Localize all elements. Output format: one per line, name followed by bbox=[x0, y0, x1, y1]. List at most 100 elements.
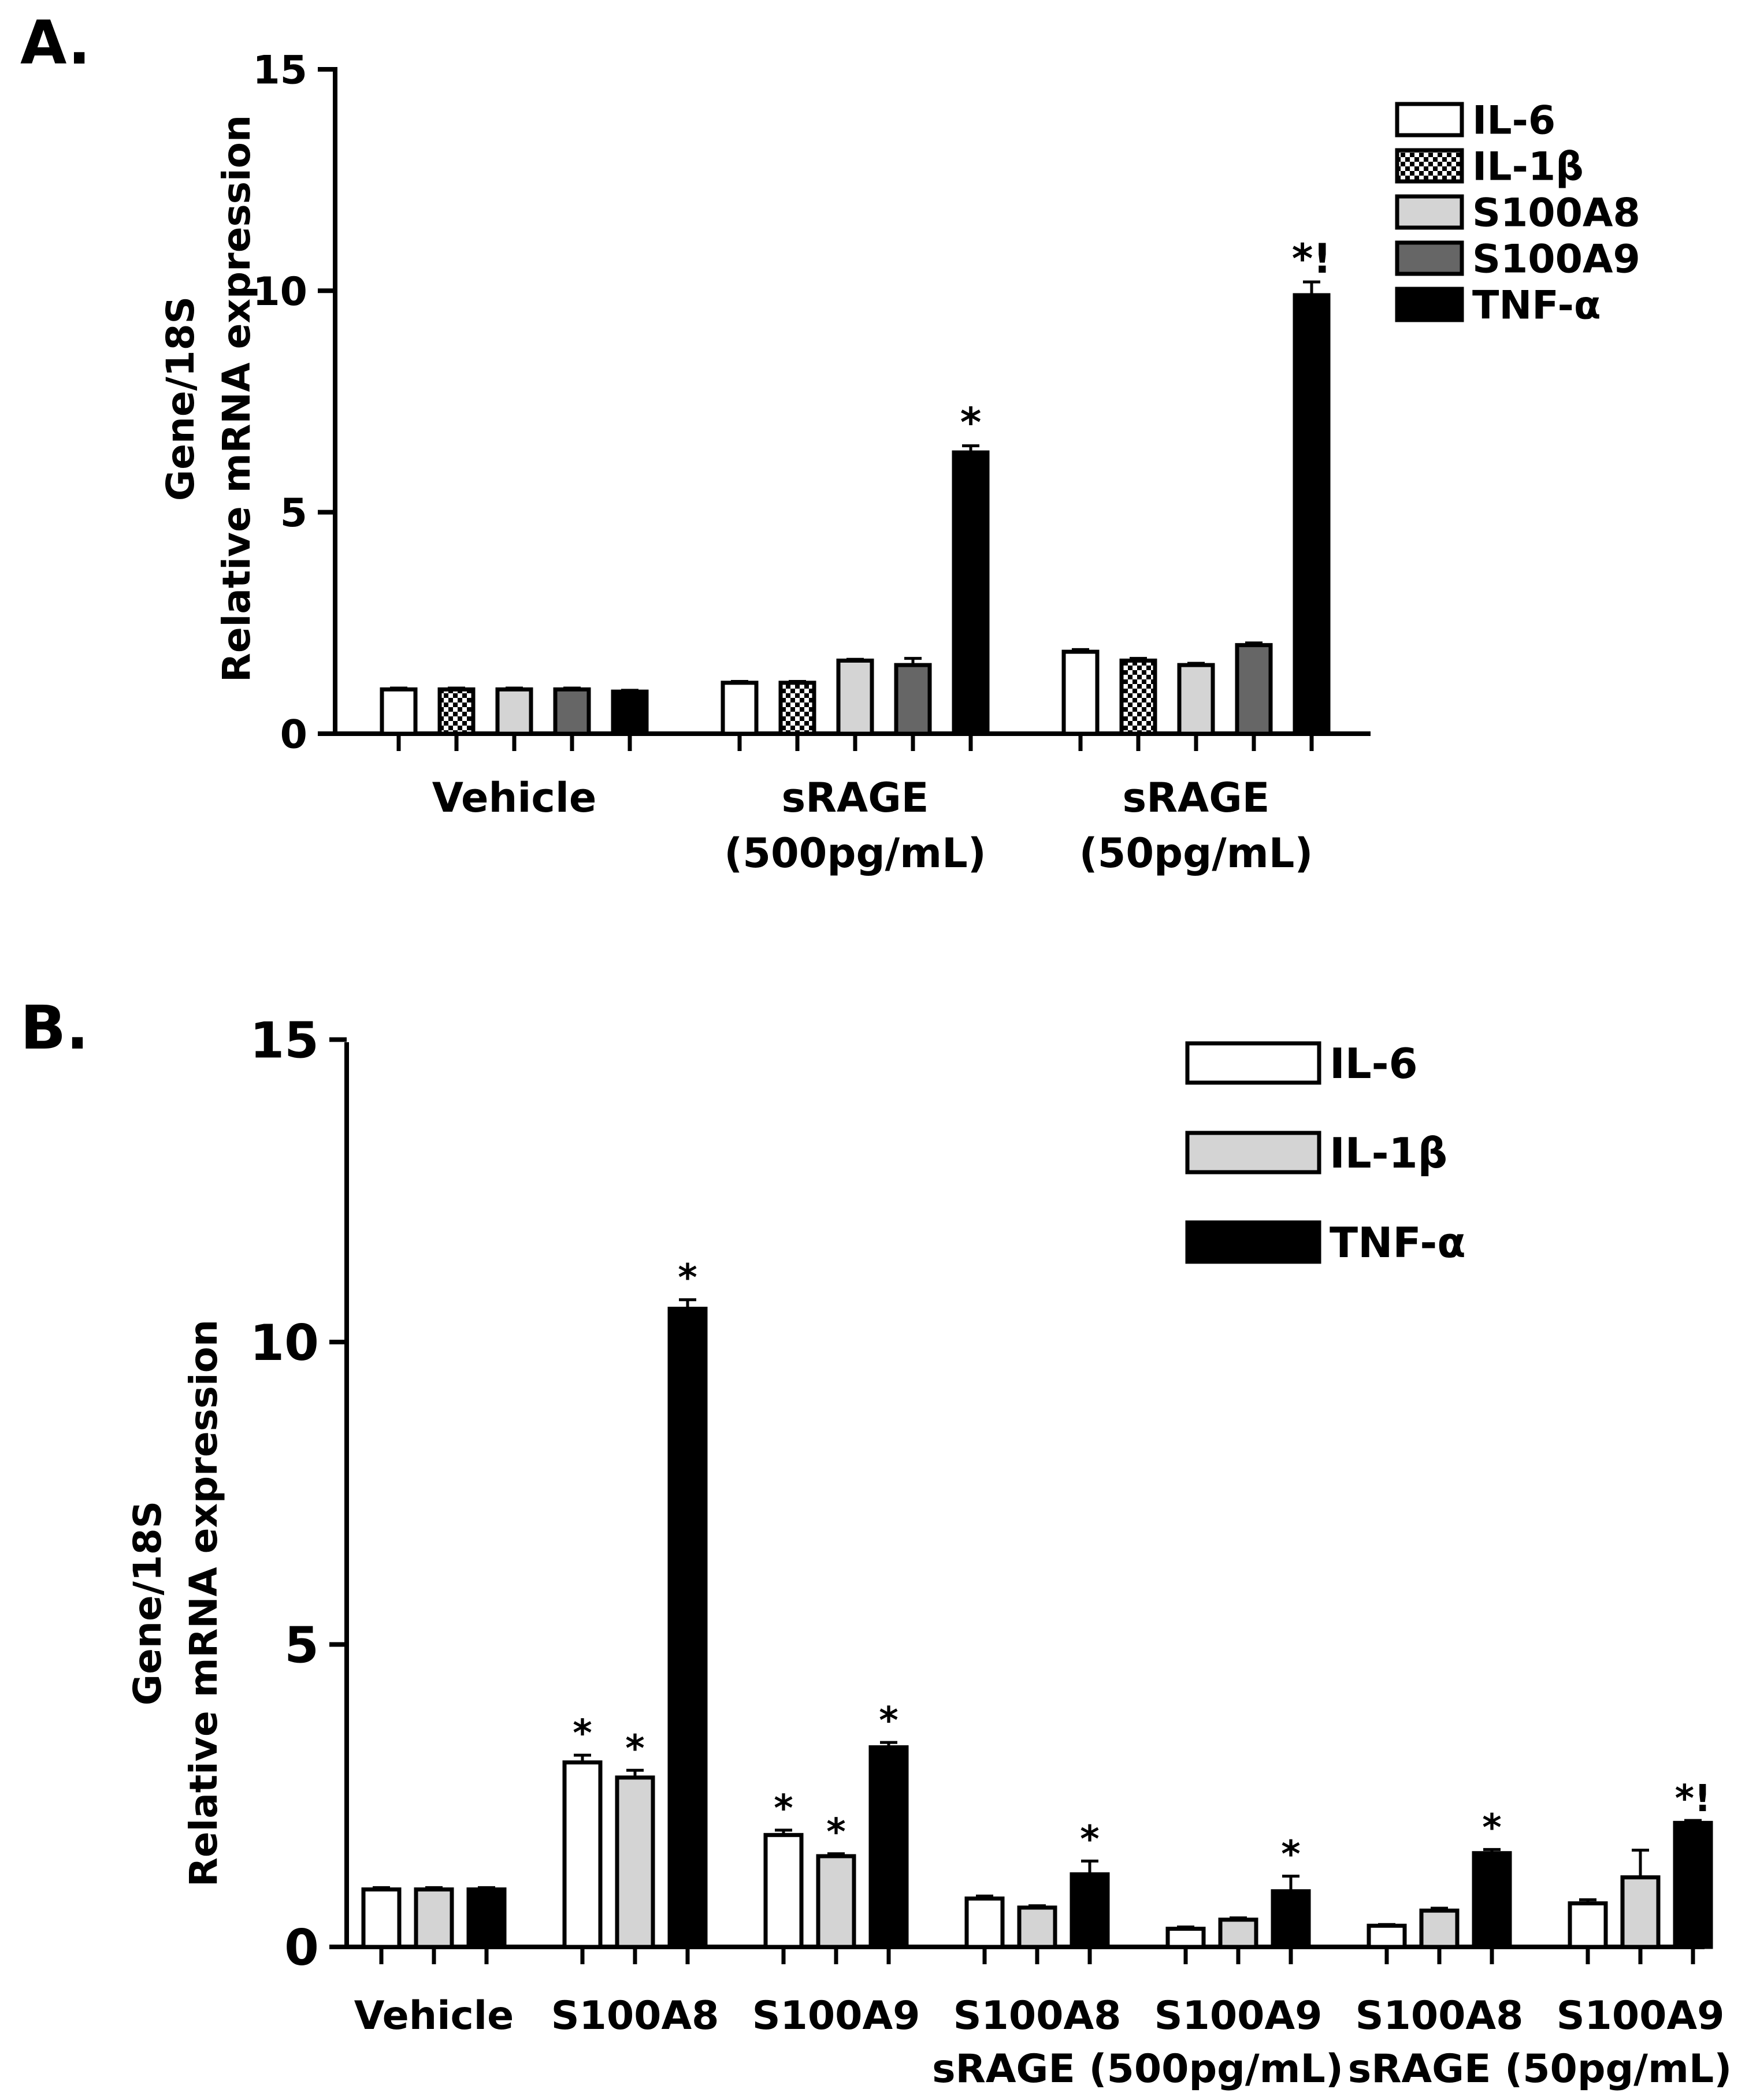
panel-a-bar-tnf-g1 bbox=[952, 450, 990, 736]
panel-a-bar-s100a9-g0 bbox=[553, 687, 591, 736]
panel-b-bar-il-1-g3 bbox=[1017, 1905, 1057, 1949]
panel-b-legend-swatch-tnf bbox=[1185, 1220, 1321, 1264]
panel-b-bar-il-1-g2-significance: * bbox=[826, 1811, 845, 1854]
panel-b-bar-il-6-g3 bbox=[964, 1896, 1005, 1949]
panel-a-legend-swatch-il-1 bbox=[1395, 148, 1464, 184]
panel-b-ylabel-line2: Relative mRNA expression bbox=[181, 1320, 226, 1887]
panel-a: A. Gene/18S Relative mRNA expression 0 5 1… bbox=[20, 8, 1640, 877]
panel-b-x-label-g0-line0: Vehicle bbox=[354, 1993, 514, 2039]
panel-b: B. Gene/18S Relative mRNA expression 0 5 1… bbox=[20, 993, 1732, 2092]
panel-b-bar-il-1-g0 bbox=[414, 1887, 454, 1949]
panel-a-legend-swatch-s100a9 bbox=[1395, 240, 1464, 276]
panel-a-legend-label-il-6: IL-6 bbox=[1472, 98, 1555, 143]
panel-b-bar-il-6-g4 bbox=[1165, 1927, 1206, 1949]
panel-a-x-labels: Vehicle sRAGE (500pg/mL) sRAGE (50pg/mL) bbox=[432, 774, 1313, 877]
panel-b-bar-tnf-g2 bbox=[868, 1745, 909, 1949]
panel-b-y-tick-label-10: 10 bbox=[250, 1314, 319, 1372]
panel-a-bar-tnf-g1-significance: * bbox=[960, 399, 982, 447]
panel-b-y-tick-label-15: 15 bbox=[250, 1012, 319, 1069]
panel-b-x-label-g4-line0: S100A9 bbox=[1154, 1993, 1323, 2039]
panel-b-legend-label-il-6: IL-6 bbox=[1330, 1039, 1418, 1088]
panel-a-bar-tnf-g2 bbox=[1293, 293, 1331, 736]
panel-a-ylabel-line1: Gene/18S bbox=[158, 296, 203, 501]
panel-b-bar-il-6-g2-significance: * bbox=[774, 1787, 793, 1830]
panel-a-legend-swatch-s100a8 bbox=[1395, 194, 1464, 230]
panel-a-x-label-g2-line0: sRAGE bbox=[1122, 774, 1269, 822]
panel-a-legend-label-tnf: TNF-α bbox=[1472, 283, 1601, 328]
panel-a-y-tick-label-0: 0 bbox=[280, 712, 307, 757]
panel-b-legend: IL-6 IL-1β TNF-α bbox=[1185, 1039, 1466, 1267]
panel-a-legend-label-s100a8: S100A8 bbox=[1472, 190, 1640, 236]
panel-b-x-label-g1-line0: S100A8 bbox=[551, 1993, 719, 2039]
panel-a-bar-s100a8-g0 bbox=[495, 687, 533, 736]
panel-a-bar-il-6-g1 bbox=[721, 681, 759, 736]
panel-b-x-label-g5-line0: S100A8 bbox=[1356, 1993, 1524, 2039]
panel-b-bar-tnf-g5-significance: * bbox=[1482, 1807, 1501, 1849]
panel-a-ylabel-line2: Relative mRNA expression bbox=[214, 115, 259, 682]
panel-b-bar-tnf-g4 bbox=[1271, 1889, 1311, 1949]
panel-a-legend-label-il-1: IL-1β bbox=[1472, 144, 1584, 189]
panel-b-bar-il-1-g5 bbox=[1419, 1908, 1460, 1949]
panel-b-bars: * * * * * * * * * *! bbox=[361, 1257, 1713, 1964]
panel-b-legend-label-tnf: TNF-α bbox=[1330, 1218, 1466, 1267]
panel-a-x-label-g2-line1: (50pg/mL) bbox=[1079, 830, 1313, 877]
panel-a-bar-il-1-g2 bbox=[1119, 658, 1157, 736]
panel-a-bar-tnf-g0 bbox=[611, 689, 649, 736]
panel-b-bar-tnf-g3 bbox=[1070, 1872, 1110, 1949]
panel-b-legend-label-il-1: IL-1β bbox=[1330, 1129, 1447, 1177]
panel-b-bar-il-6-g5 bbox=[1367, 1923, 1407, 1949]
panel-a-bar-il-1-g0 bbox=[437, 687, 476, 736]
panel-a-legend-swatch-il-6 bbox=[1395, 102, 1464, 137]
panel-b-bar-il-1-g4 bbox=[1218, 1917, 1258, 1949]
panel-a-y-tick-label-15: 15 bbox=[253, 47, 307, 93]
panel-b-bar-il-1-g2 bbox=[816, 1854, 856, 1949]
panel-b-x-label-g3-line0: S100A8 bbox=[953, 1993, 1122, 2039]
panel-b-bar-il-6-g2 bbox=[763, 1833, 804, 1949]
panel-b-y-ticks: 0 5 10 15 bbox=[250, 1012, 347, 1977]
panel-b-x-label-g2-line0: S100A9 bbox=[752, 1993, 920, 2039]
panel-a-bar-s100a9-g2 bbox=[1235, 643, 1273, 736]
panel-a-x-label-g1-line1: (500pg/mL) bbox=[724, 830, 986, 877]
panel-b-bar-il-6-g0 bbox=[361, 1887, 402, 1949]
panel-b-bar-tnf-g2-significance: * bbox=[879, 1700, 898, 1742]
panel-a-y-tick-label-5: 5 bbox=[280, 490, 307, 536]
panel-b-x-sublabel-1: sRAGE (50pg/mL) bbox=[1348, 2046, 1732, 2092]
panel-b-bar-il-6-g1 bbox=[562, 1760, 603, 1949]
panel-a-axes bbox=[333, 67, 1371, 736]
panel-a-bars: * *! bbox=[380, 235, 1332, 751]
panel-a-y-tick-label-10: 10 bbox=[253, 269, 307, 315]
panel-b-bar-il-1-g1-significance: * bbox=[625, 1727, 644, 1770]
panel-b-bar-tnf-g4-significance: * bbox=[1281, 1834, 1300, 1876]
panel-b-bar-il-6-g1-significance: * bbox=[573, 1712, 592, 1755]
panel-b-bar-il-1-g1 bbox=[615, 1775, 655, 1949]
panel-a-bar-il-6-g2 bbox=[1061, 649, 1100, 736]
panel-a-bar-s100a8-g2 bbox=[1177, 663, 1215, 736]
panel-b-bar-tnf-g6 bbox=[1673, 1820, 1713, 1949]
panel-b-bar-il-6-g6 bbox=[1568, 1901, 1608, 1949]
panel-a-bar-tnf-g2-significance: *! bbox=[1292, 235, 1332, 283]
panel-b-bar-tnf-g5 bbox=[1472, 1851, 1512, 1949]
panel-b-y-tick-label-0: 0 bbox=[284, 1919, 319, 1977]
panel-b-label: B. bbox=[20, 993, 89, 1063]
panel-b-bar-tnf-g1-significance: * bbox=[678, 1257, 697, 1300]
panel-a-bar-s100a9-g1 bbox=[894, 663, 932, 736]
panel-a-legend-swatch-tnf bbox=[1395, 287, 1464, 322]
panel-b-bar-tnf-g0 bbox=[466, 1887, 507, 1949]
panel-b-x-sublabel-0: sRAGE (500pg/mL) bbox=[932, 2046, 1343, 2092]
panel-a-legend-label-s100a9: S100A9 bbox=[1472, 236, 1640, 282]
panel-a-label: A. bbox=[20, 8, 91, 78]
panel-a-x-label-g0-line0: Vehicle bbox=[432, 774, 597, 822]
panel-a-bar-il-6-g0 bbox=[380, 687, 418, 736]
panel-b-x-label-g6-line0: S100A9 bbox=[1557, 1993, 1725, 2039]
panel-b-bar-tnf-g1 bbox=[667, 1306, 708, 1949]
panel-a-bar-il-1-g1 bbox=[778, 681, 816, 736]
panel-a-y-ticks: 0 5 10 15 bbox=[253, 47, 335, 757]
panel-b-bar-il-1-g6 bbox=[1620, 1875, 1661, 1949]
panel-b-ylabel-line1: Gene/18S bbox=[125, 1501, 170, 1705]
panel-b-bar-tnf-g6-significance: *! bbox=[1675, 1778, 1711, 1820]
panel-b-legend-swatch-il-1 bbox=[1185, 1131, 1321, 1174]
panel-b-y-tick-label-5: 5 bbox=[284, 1616, 319, 1674]
panel-a-x-label-g1-line0: sRAGE bbox=[781, 774, 929, 822]
